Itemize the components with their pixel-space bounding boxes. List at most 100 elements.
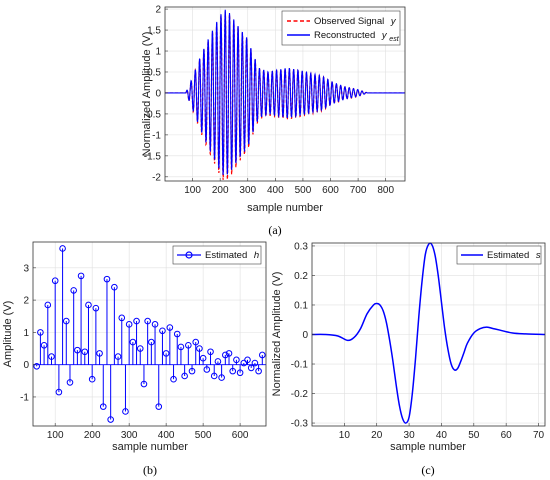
chart-b-point-46 <box>203 366 211 373</box>
chart-b-point-55 <box>236 369 244 377</box>
chart-a-ytick-label-7: 1.5 <box>147 26 161 37</box>
chart-b-point-27 <box>133 317 140 325</box>
chart-b-point-4 <box>48 353 55 360</box>
chart-c-ytick-label-3: 0 <box>302 330 308 341</box>
chart-c-ytick-label-0: -0.3 <box>291 419 309 430</box>
chart-c-xtick-label-5: 60 <box>501 430 513 441</box>
chart-b-point-56 <box>240 359 248 367</box>
chart-a-legend: Observed Signal y Reconstructed y est <box>281 10 401 46</box>
chart-c-ticks: 10 20 30 40 50 60 70 -0.3 -0.2 -0.1 0 0.1 0.2 0.3 <box>291 241 545 441</box>
chart-b-point-3 <box>44 301 52 309</box>
chart-b-point-41 <box>185 341 192 349</box>
chart-a-xtick-label-6: 700 <box>350 185 367 196</box>
chart-b-point-1 <box>37 329 44 336</box>
chart-b-point-39 <box>177 343 185 351</box>
chart-b-xtick-label-1: 200 <box>84 430 101 441</box>
chart-b-point-43 <box>192 338 200 346</box>
chart-c-xtick-label-6: 70 <box>533 430 545 441</box>
chart-a-legend-box <box>281 10 401 46</box>
chart-b-point-28 <box>136 345 144 352</box>
chart-b-point-58 <box>247 364 255 372</box>
panel-label-b: (b) <box>143 463 157 477</box>
svg-text:Reconstructed y: Reconstructed y est <box>314 30 400 43</box>
panel-label-a: (a) <box>268 223 281 237</box>
chart-b-point-30 <box>144 317 151 325</box>
chart-a-ytick-label-6: 1 <box>155 47 161 58</box>
chart-b-point-38 <box>173 330 181 338</box>
chart-b-point-34 <box>159 327 166 335</box>
chart-b-ytick-label-4: 3 <box>23 263 29 274</box>
chart-a-ytick-label-2: -1 <box>152 130 161 141</box>
chart-b-xtick-label-2: 300 <box>121 430 138 441</box>
svg-text:Estimated h: Estimated h <box>205 250 259 261</box>
chart-b-point-23 <box>118 314 126 322</box>
chart-b-legend: Estimated h <box>172 245 262 265</box>
chart-b-point-16 <box>92 304 100 312</box>
chart-a-ylabel: Normalized Amplitude (V) <box>141 32 153 157</box>
chart-b-point-12 <box>77 272 85 280</box>
chart-b-point-29 <box>140 380 148 388</box>
chart-b-ylabel: Amplitude (V) <box>2 301 14 368</box>
chart-b-legend-label: Estimated <box>205 250 247 261</box>
chart-a-ytick-label-1: -1.5 <box>144 151 162 162</box>
chart-c-xtick-label-3: 40 <box>436 430 448 441</box>
chart-b-point-42 <box>188 367 196 375</box>
chart-a-series <box>165 9 405 180</box>
chart-b-point-37 <box>170 375 177 383</box>
chart-b-xtick-label-4: 500 <box>195 430 212 441</box>
chart-b-legend-box <box>172 245 262 265</box>
chart-b-legend-var: h <box>254 250 259 261</box>
chart-a-legend-label-observed: Observed Signal <box>314 16 384 27</box>
chart-b-point-15 <box>88 375 96 383</box>
chart-b-xtick-label-0: 100 <box>47 430 64 441</box>
chart-b-point-8 <box>62 317 70 325</box>
chart-b-point-50 <box>218 374 225 381</box>
chart-c: 10 20 30 40 50 60 70 -0.3 -0.2 -0.1 0 0.1 0.2 0.3 sam… <box>271 241 546 477</box>
chart-b-point-19 <box>103 275 111 283</box>
chart-a-legend-sub-reconstructed: est <box>389 36 399 43</box>
chart-b-point-54 <box>233 356 240 364</box>
chart-b-point-44 <box>196 345 203 352</box>
chart-b-point-11 <box>74 346 81 354</box>
chart-b-point-51 <box>222 351 229 359</box>
chart-c-ytick-label-6: 0.3 <box>294 241 308 252</box>
chart-c-ytick-label-2: -0.1 <box>291 360 309 371</box>
chart-c-series <box>311 242 546 424</box>
chart-b-point-7 <box>59 245 66 252</box>
chart-b-point-60 <box>255 367 262 375</box>
chart-b-xtick-label-5: 600 <box>232 430 249 441</box>
chart-a-legend-var-reconstructed: y <box>381 30 388 41</box>
chart-a-xtick-label-0: 100 <box>184 185 201 196</box>
chart-c-ytick-label-1: -0.2 <box>291 389 309 400</box>
chart-b-plot-area <box>33 242 266 426</box>
chart-b-legend-marker <box>185 251 193 259</box>
chart-a-xlabel: sample number <box>247 202 323 214</box>
chart-b-point-0 <box>33 362 40 370</box>
chart-b-point-33 <box>155 403 163 410</box>
chart-b-point-36 <box>166 324 174 331</box>
chart-b-ytick-label-3: 2 <box>23 296 29 307</box>
chart-a-xtick-label-5: 600 <box>322 185 339 196</box>
chart-a-xtick-label-4: 500 <box>295 185 312 196</box>
chart-a-ytick-label-4: 0 <box>155 88 161 99</box>
chart-b-point-35 <box>162 350 170 357</box>
chart-b-point-25 <box>125 321 133 328</box>
chart-c-legend: Estimated s <box>456 245 542 265</box>
chart-b-point-6 <box>55 388 63 396</box>
chart-b-ytick-label-0: -1 <box>20 392 29 403</box>
chart-c-legend-box <box>456 245 542 265</box>
chart-a-legend-label-reconstructed: Reconstructed <box>314 30 375 41</box>
chart-a-legend-var-observed: y <box>390 16 397 27</box>
chart-b-ytick-label-1: 0 <box>23 360 29 371</box>
chart-b-point-24 <box>122 408 129 415</box>
chart-a-frame <box>164 6 406 182</box>
chart-b-point-26 <box>129 338 137 346</box>
chart-b-point-40 <box>181 372 188 380</box>
chart-b-xtick-label-3: 400 <box>158 430 175 441</box>
chart-b-ytick-label-2: 1 <box>23 328 29 339</box>
chart-b-frame <box>32 241 267 427</box>
chart-b-series <box>33 245 266 423</box>
chart-a-ytick-label-5: 0.5 <box>147 67 161 78</box>
chart-a-xtick-label-7: 800 <box>377 185 394 196</box>
